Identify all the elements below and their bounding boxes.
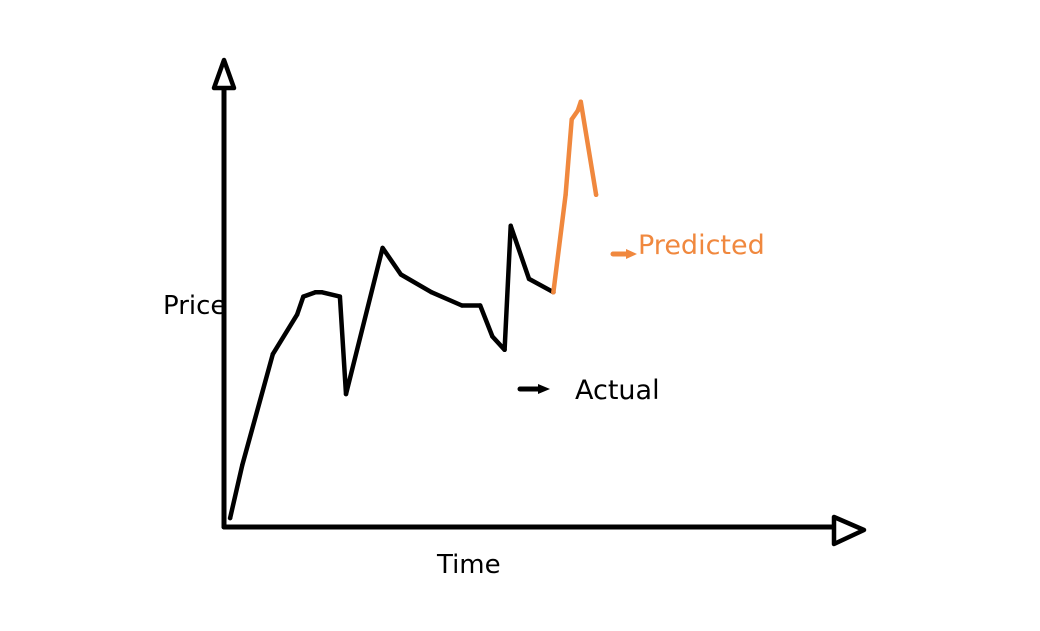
actual-data-point [301,294,306,299]
predicted-series-line [551,99,599,295]
actual-data-point [270,352,275,357]
predicted-data-point [563,192,568,197]
series-layer [227,99,599,521]
actual-data-point [227,515,233,521]
y-axis [211,57,237,530]
actual-pointer-arrowhead [538,384,550,394]
actual-annotation: Actual [517,375,660,406]
actual-data-point [343,391,349,397]
actual-data-point [478,303,483,308]
actual-data-point [429,290,434,295]
actual-data-point [526,276,532,282]
predicted-pointer-arrowhead [626,249,637,259]
actual-data-point [508,223,513,228]
actual-data-point [313,290,318,295]
actual-data-point [459,303,465,308]
predicted-data-point [593,192,599,197]
x-axis [221,514,867,547]
actual-data-point [319,290,324,295]
actual-data-point [380,245,385,251]
y-axis-arrowhead [211,57,237,91]
x-axis-label: Time [436,550,501,580]
predicted-data-point [578,99,583,104]
actual-data-point [337,294,343,299]
actual-data-point [502,347,507,352]
actual-data-point [240,462,245,468]
predicted-data-point [569,117,574,122]
actual-data-point [490,334,495,339]
x-axis-arrowhead [831,514,867,547]
predicted-series-label: Predicted [638,230,765,261]
actual-series-line [227,223,556,521]
predicted-data-point [551,290,556,295]
predicted-annotation: Predicted [610,230,765,261]
predicted-data-point [575,108,580,113]
y-axis-label: Price [163,291,226,321]
actual-data-point [398,272,404,277]
actual-data-point [295,312,300,317]
actual-series-label: Actual [575,375,660,406]
